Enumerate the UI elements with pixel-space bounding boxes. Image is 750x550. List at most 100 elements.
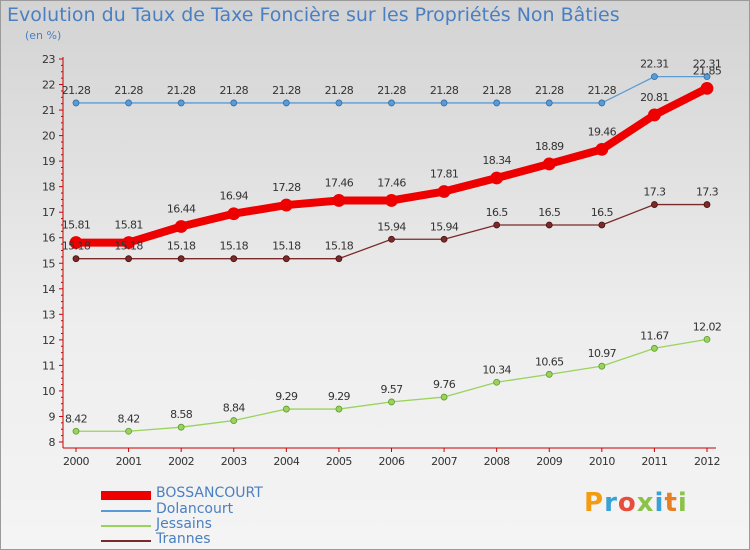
data-point-trannes bbox=[177, 255, 185, 263]
data-point-dolancourt bbox=[651, 73, 658, 81]
x-tick-label: 2009 bbox=[536, 455, 562, 468]
data-label-trannes: 17.3 bbox=[696, 186, 719, 199]
legend-swatch-jessains bbox=[101, 525, 151, 527]
data-label-jessains: 11.67 bbox=[640, 329, 669, 342]
y-tick-label: 23 bbox=[42, 53, 55, 66]
data-point-trannes bbox=[335, 255, 343, 263]
data-point-dolancourt bbox=[493, 99, 501, 107]
data-point-trannes bbox=[388, 235, 395, 243]
data-point-bossancourt bbox=[648, 108, 661, 122]
data-label-jessains: 10.34 bbox=[482, 363, 511, 376]
y-tick-label: 16 bbox=[42, 232, 55, 245]
y-axis-unit: (en %) bbox=[25, 29, 62, 42]
data-label-jessains: 9.57 bbox=[380, 383, 403, 396]
x-tick-label: 2001 bbox=[116, 455, 142, 468]
data-point-trannes bbox=[440, 235, 448, 243]
data-point-jessains bbox=[388, 398, 395, 406]
data-label-jessains: 9.76 bbox=[433, 378, 456, 391]
data-point-dolancourt bbox=[440, 99, 448, 107]
data-label-dolancourt: 21.28 bbox=[430, 84, 459, 97]
y-tick-label: 10 bbox=[42, 385, 55, 398]
data-point-dolancourt bbox=[703, 73, 711, 81]
y-tick-label: 13 bbox=[42, 308, 55, 321]
data-label-jessains: 12.02 bbox=[693, 320, 722, 333]
y-tick-label: 11 bbox=[42, 359, 55, 372]
data-label-jessains: 10.97 bbox=[588, 347, 617, 360]
x-tick-label: 2008 bbox=[484, 455, 510, 468]
data-point-dolancourt bbox=[230, 99, 238, 107]
proxiti-logo: Proxiti bbox=[584, 488, 688, 518]
data-point-jessains bbox=[440, 393, 448, 401]
data-point-dolancourt bbox=[177, 99, 185, 107]
data-point-bossancourt bbox=[227, 207, 241, 221]
data-label-dolancourt: 21.28 bbox=[272, 84, 301, 97]
data-point-dolancourt bbox=[335, 99, 343, 107]
data-point-jessains bbox=[125, 427, 132, 435]
x-tick-label: 2010 bbox=[589, 455, 615, 468]
data-label-bossancourt: 17.46 bbox=[325, 176, 354, 189]
y-tick-label: 12 bbox=[42, 334, 55, 347]
x-tick-label: 2011 bbox=[641, 455, 667, 468]
y-tick-label: 14 bbox=[42, 283, 55, 296]
y-tick-label: 8 bbox=[49, 436, 56, 449]
x-tick-label: 2002 bbox=[168, 455, 194, 468]
x-tick-label: 2006 bbox=[379, 455, 405, 468]
data-point-bossancourt bbox=[700, 81, 714, 95]
data-point-trannes bbox=[282, 255, 290, 263]
data-label-trannes: 16.5 bbox=[486, 206, 509, 219]
data-point-trannes bbox=[230, 255, 238, 263]
data-label-jessains: 9.29 bbox=[275, 390, 298, 403]
x-tick-label: 2005 bbox=[326, 455, 352, 468]
data-label-bossancourt: 16.94 bbox=[220, 190, 249, 203]
data-label-jessains: 10.65 bbox=[535, 355, 564, 368]
legend-label-jessains: Jessains bbox=[156, 516, 212, 532]
data-label-trannes: 15.18 bbox=[114, 240, 143, 253]
chart-title: Evolution du Taux de Taxe Foncière sur l… bbox=[7, 4, 620, 26]
data-label-dolancourt: 21.28 bbox=[482, 84, 511, 97]
data-point-bossancourt bbox=[385, 194, 398, 207]
data-point-jessains bbox=[598, 362, 606, 370]
data-point-bossancourt bbox=[279, 198, 293, 212]
data-point-dolancourt bbox=[598, 99, 606, 107]
x-tick-label: 2004 bbox=[273, 455, 299, 468]
data-point-dolancourt bbox=[282, 99, 290, 107]
data-label-trannes: 16.5 bbox=[538, 206, 561, 219]
x-tick-label: 2003 bbox=[221, 455, 247, 468]
data-point-trannes bbox=[703, 201, 711, 208]
data-point-jessains bbox=[651, 344, 658, 352]
data-point-dolancourt bbox=[388, 99, 395, 107]
data-point-trannes bbox=[545, 221, 553, 229]
data-point-trannes bbox=[72, 255, 80, 263]
data-label-trannes: 15.18 bbox=[325, 240, 354, 253]
data-label-dolancourt: 22.31 bbox=[640, 58, 669, 71]
data-label-trannes: 15.18 bbox=[272, 240, 301, 253]
data-point-jessains bbox=[493, 378, 501, 386]
data-label-bossancourt: 19.46 bbox=[588, 125, 617, 138]
legend-label-trannes: Trannes bbox=[156, 531, 211, 547]
data-point-bossancourt bbox=[595, 142, 609, 156]
data-point-jessains bbox=[282, 405, 290, 413]
data-label-trannes: 15.18 bbox=[220, 240, 249, 253]
data-point-jessains bbox=[230, 417, 238, 424]
data-point-bossancourt bbox=[490, 171, 504, 185]
data-label-jessains: 8.58 bbox=[170, 408, 193, 421]
data-label-bossancourt: 20.81 bbox=[640, 91, 669, 104]
data-label-bossancourt: 16.44 bbox=[167, 202, 196, 215]
data-point-bossancourt bbox=[174, 220, 188, 233]
data-label-bossancourt: 17.46 bbox=[377, 176, 406, 189]
data-label-bossancourt: 18.89 bbox=[535, 140, 564, 153]
data-point-bossancourt bbox=[69, 236, 83, 249]
data-label-dolancourt: 21.28 bbox=[220, 84, 249, 97]
data-label-trannes: 16.5 bbox=[591, 206, 614, 219]
x-tick-label: 2007 bbox=[431, 455, 457, 468]
y-tick-label: 9 bbox=[49, 410, 56, 423]
y-tick-label: 22 bbox=[42, 79, 55, 92]
data-point-jessains bbox=[177, 423, 185, 431]
data-label-trannes: 17.3 bbox=[643, 186, 666, 199]
data-point-trannes bbox=[651, 201, 658, 208]
data-point-bossancourt bbox=[332, 194, 346, 207]
data-label-trannes: 15.18 bbox=[167, 240, 196, 253]
data-label-trannes: 15.94 bbox=[430, 220, 459, 233]
